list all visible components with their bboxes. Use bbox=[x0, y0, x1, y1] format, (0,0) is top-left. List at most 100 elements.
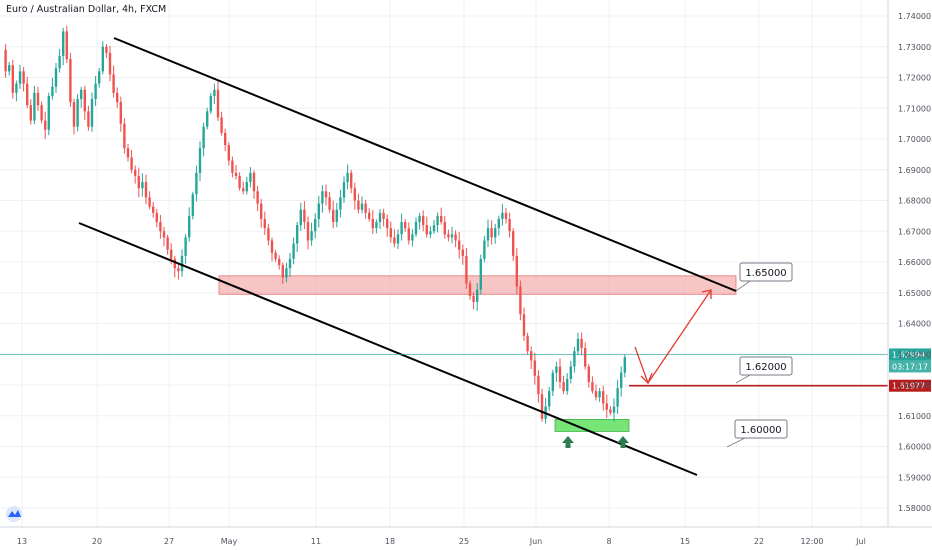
candle-body bbox=[195, 172, 198, 195]
candle-body bbox=[400, 222, 403, 235]
candle-body bbox=[339, 197, 342, 210]
callout-label: 1.60000 bbox=[740, 425, 781, 436]
candle-body bbox=[378, 212, 382, 223]
candle-body bbox=[537, 375, 540, 395]
candle-body bbox=[267, 228, 270, 241]
symbol-title: Euro / Australian Dollar, 4h, FXCM bbox=[6, 4, 167, 15]
y-tick-label: 1.69000 bbox=[898, 166, 931, 175]
candle-body bbox=[18, 71, 22, 84]
candle-body bbox=[548, 391, 551, 407]
candle-body bbox=[47, 95, 50, 130]
candle-body bbox=[180, 255, 184, 272]
candle-body bbox=[404, 222, 407, 229]
candle-body bbox=[422, 215, 425, 226]
candle-body bbox=[418, 215, 421, 223]
candle-body bbox=[468, 283, 472, 296]
candle-body bbox=[566, 378, 569, 392]
candle-body bbox=[220, 117, 223, 133]
candle-body bbox=[569, 366, 572, 379]
x-tick-label: Jun bbox=[529, 537, 543, 546]
candle-body bbox=[278, 258, 281, 266]
candle-body bbox=[616, 388, 619, 407]
candle-body bbox=[350, 172, 353, 189]
candle-body bbox=[314, 218, 317, 232]
candle-body bbox=[69, 59, 72, 103]
candle-body bbox=[310, 231, 313, 241]
candle-body bbox=[22, 71, 25, 84]
candle-body bbox=[522, 314, 526, 336]
candle-body bbox=[612, 406, 616, 413]
candle-body bbox=[443, 222, 446, 235]
candle-body bbox=[51, 86, 54, 96]
candle-body bbox=[94, 83, 97, 100]
candle-body bbox=[461, 249, 464, 256]
candle-body bbox=[497, 218, 500, 229]
candle-body bbox=[389, 228, 392, 238]
current-price-label: 1.62994 bbox=[892, 350, 925, 359]
candle-body bbox=[623, 357, 626, 373]
candle-body bbox=[26, 83, 29, 106]
countdown-tag bbox=[889, 360, 931, 373]
candle-body bbox=[346, 172, 349, 183]
candle-body bbox=[152, 206, 155, 213]
callout-pointer bbox=[735, 280, 751, 292]
x-tick-label: 27 bbox=[164, 537, 174, 546]
candle-body bbox=[321, 191, 324, 204]
candle-body bbox=[382, 212, 385, 219]
candle-body bbox=[101, 46, 104, 72]
y-tick-label: 1.72000 bbox=[898, 74, 931, 83]
candle-body bbox=[144, 182, 148, 198]
candle-body bbox=[591, 381, 594, 392]
x-tick-label: 18 bbox=[385, 537, 395, 546]
candle-body bbox=[188, 215, 191, 238]
x-tick-label: 22 bbox=[754, 537, 764, 546]
candle-body bbox=[177, 268, 180, 272]
candle-body bbox=[303, 209, 306, 223]
candle-body bbox=[65, 31, 68, 60]
candle-body bbox=[173, 258, 176, 269]
grid-lines bbox=[0, 0, 888, 527]
candle-body bbox=[368, 212, 371, 219]
candle-body bbox=[576, 338, 580, 352]
candle-body bbox=[213, 89, 216, 96]
candle-body bbox=[33, 92, 36, 121]
candle-body bbox=[108, 52, 112, 75]
candle-body bbox=[44, 120, 47, 130]
candle-body bbox=[224, 132, 227, 146]
candle-body bbox=[555, 366, 558, 373]
candle-body bbox=[620, 372, 623, 389]
target-price-tag bbox=[889, 379, 931, 392]
y-tick-label: 1.74000 bbox=[898, 12, 931, 21]
candle-body bbox=[479, 258, 482, 290]
countdown-label: 03:17:17 bbox=[892, 362, 928, 371]
candle-body bbox=[328, 197, 331, 210]
candle-body bbox=[206, 111, 209, 127]
candle-body bbox=[447, 234, 450, 238]
candle-body bbox=[584, 348, 587, 367]
candle-body bbox=[90, 99, 94, 127]
y-tick-label: 1.71000 bbox=[898, 104, 931, 113]
candle-body bbox=[256, 191, 259, 204]
candle-body bbox=[263, 218, 266, 229]
candle-body bbox=[159, 222, 162, 232]
y-tick-label: 1.60000 bbox=[898, 443, 931, 452]
candle-body bbox=[62, 31, 65, 56]
candle-body bbox=[533, 360, 536, 376]
candle-body bbox=[530, 351, 533, 361]
channel-upper-line bbox=[113, 37, 737, 292]
candle-body bbox=[357, 200, 360, 210]
callout-box bbox=[739, 262, 793, 282]
candle-body bbox=[126, 148, 130, 158]
candle-body bbox=[602, 391, 605, 404]
candle-body bbox=[80, 89, 83, 100]
candle-body bbox=[231, 160, 234, 173]
candle-body bbox=[252, 172, 256, 192]
candle-body bbox=[54, 68, 58, 87]
candle-body bbox=[184, 237, 187, 256]
candle-body bbox=[238, 175, 241, 189]
candle-body bbox=[594, 391, 598, 398]
candle-body bbox=[605, 403, 608, 410]
candle-body bbox=[134, 169, 137, 176]
candle-body bbox=[501, 212, 504, 219]
